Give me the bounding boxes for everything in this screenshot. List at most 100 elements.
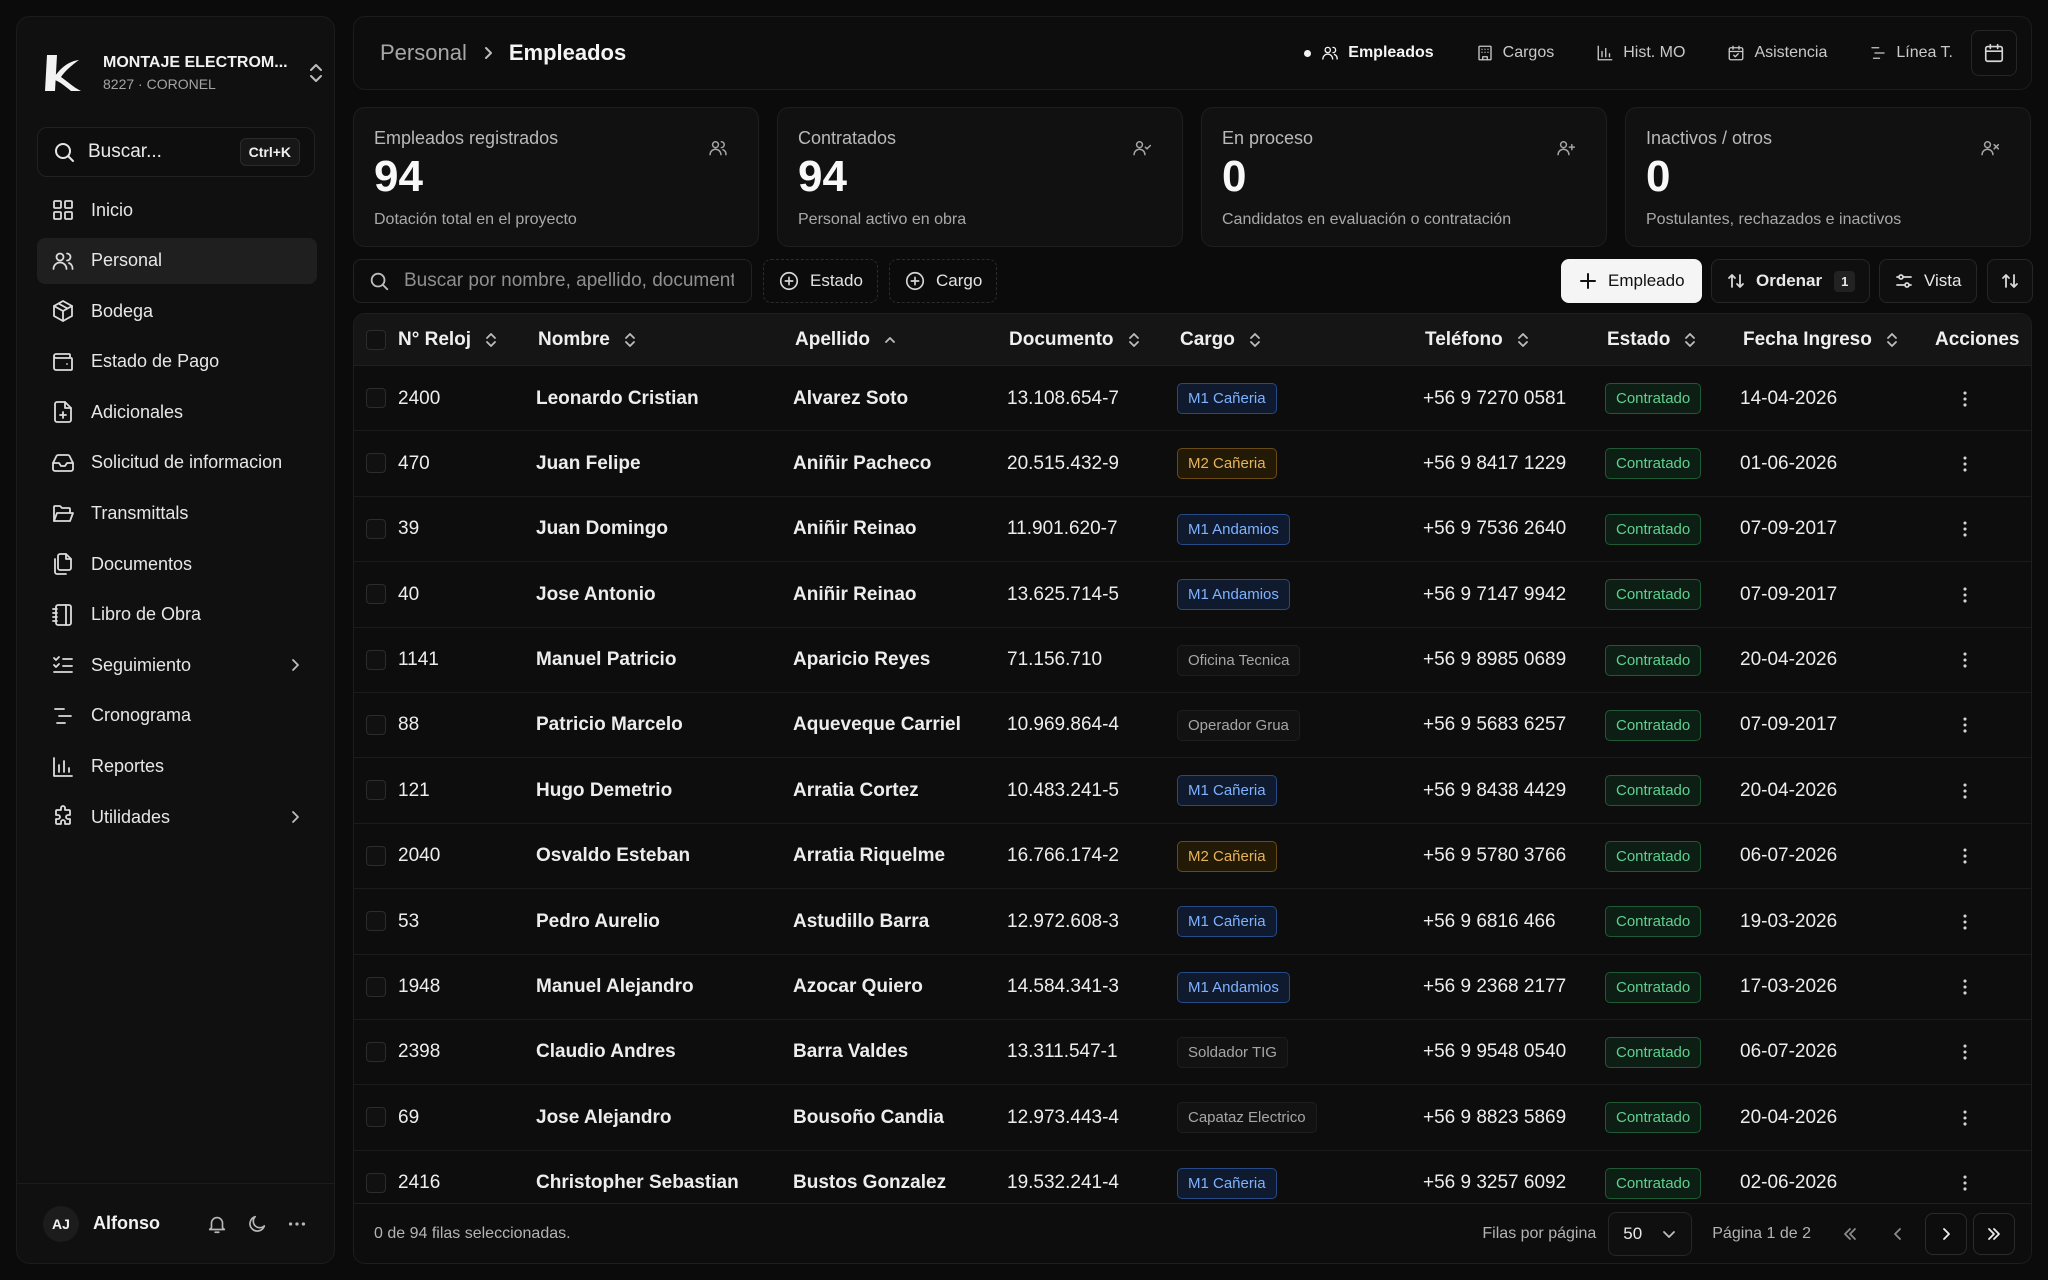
avatar[interactable]: AJ: [43, 1205, 79, 1242]
table-row[interactable]: 53 Pedro Aurelio Astudillo Barra 12.972.608…: [354, 889, 2031, 955]
cell-nombre: Jose Alejandro: [536, 1106, 672, 1128]
column-header-cargo[interactable]: Cargo: [1180, 314, 1263, 366]
breadcrumb-parent[interactable]: Personal: [380, 40, 467, 65]
sidebar-item-solicitud-de-informacion[interactable]: Solicitud de informacion: [37, 440, 317, 486]
shortcut-badge: Ctrl+K: [239, 138, 300, 166]
more-vertical-icon[interactable]: [1954, 584, 1976, 606]
more-vertical-icon[interactable]: [1954, 1107, 1976, 1129]
view-label: Vista: [1924, 271, 1962, 290]
more-vertical-icon[interactable]: [1954, 649, 1976, 671]
row-checkbox[interactable]: [366, 1041, 386, 1062]
employee-search-input[interactable]: [404, 270, 734, 292]
sidebar-item-transmittals[interactable]: Transmittals: [37, 491, 317, 537]
row-checkbox[interactable]: [366, 976, 386, 997]
next-page-button[interactable]: [1925, 1213, 1967, 1255]
status-badge: Contratado: [1605, 840, 1702, 872]
first-page-button[interactable]: [1829, 1213, 1871, 1255]
cell-nombre: Osvaldo Esteban: [536, 845, 691, 867]
add-employee-button[interactable]: Empleado: [1561, 259, 1702, 303]
sidebar-search[interactable]: Buscar... Ctrl+K: [37, 127, 315, 177]
row-checkbox[interactable]: [366, 649, 386, 670]
filter-estado-button[interactable]: Estado: [763, 259, 878, 303]
more-horizontal-icon[interactable]: [286, 1213, 308, 1235]
sidebar-item-documentos[interactable]: Documentos: [37, 541, 317, 587]
tab-l-nea-t[interactable]: Línea T.: [1869, 44, 1953, 62]
user-name[interactable]: Alfonso: [93, 1213, 160, 1233]
sidebar-item-bodega[interactable]: Bodega: [37, 288, 317, 334]
tab-empleados[interactable]: Empleados: [1304, 44, 1434, 62]
cell-nombre: Leonardo Cristian: [536, 387, 699, 409]
more-vertical-icon[interactable]: [1954, 453, 1976, 475]
org-switcher[interactable]: MONTAJE ELECTROM... 8227 · CORONEL: [37, 37, 327, 109]
row-checkbox[interactable]: [366, 388, 386, 408]
more-vertical-icon[interactable]: [1954, 911, 1976, 933]
row-checkbox[interactable]: [366, 518, 386, 539]
sort-icon: [1515, 331, 1531, 349]
moon-icon[interactable]: [246, 1213, 268, 1235]
column-header-estado[interactable]: Estado: [1607, 314, 1698, 366]
row-checkbox[interactable]: [366, 1107, 386, 1128]
more-vertical-icon[interactable]: [1954, 714, 1976, 736]
table-row[interactable]: 69 Jose Alejandro Bousoño Candia 12.973.443…: [354, 1085, 2031, 1151]
filter-estado-label: Estado: [810, 271, 863, 290]
bell-icon[interactable]: [206, 1213, 228, 1235]
table-row[interactable]: 1141 Manuel Patricio Aparicio Reyes 71.156.…: [354, 628, 2031, 693]
row-checkbox[interactable]: [366, 780, 386, 801]
sidebar-item-estado-de-pago[interactable]: Estado de Pago: [37, 339, 317, 385]
more-vertical-icon[interactable]: [1954, 1041, 1976, 1063]
tab-asistencia[interactable]: Asistencia: [1727, 44, 1827, 62]
more-vertical-icon[interactable]: [1954, 976, 1976, 998]
rows-per-page-select[interactable]: 50: [1608, 1212, 1693, 1256]
table-row[interactable]: 2040 Osvaldo Esteban Arratia Riquelme 16.76…: [354, 824, 2031, 890]
sidebar-item-label: Inicio: [91, 199, 134, 220]
more-vertical-icon[interactable]: [1954, 388, 1976, 410]
sidebar-item-utilidades[interactable]: Utilidades: [37, 794, 317, 840]
sort-icon: [1884, 331, 1900, 349]
sort-button[interactable]: Ordenar 1: [1711, 259, 1871, 303]
last-page-button[interactable]: [1973, 1213, 2015, 1255]
filter-cargo-button[interactable]: Cargo: [889, 259, 998, 303]
table-row[interactable]: 2398 Claudio Andres Barra Valdes 13.311.547…: [354, 1020, 2031, 1086]
row-checkbox[interactable]: [366, 714, 386, 735]
column-header-documento[interactable]: Documento: [1009, 314, 1142, 366]
column-header-fecha[interactable]: Fecha Ingreso: [1743, 314, 1900, 366]
row-checkbox[interactable]: [366, 1172, 386, 1193]
sidebar-item-label: Bodega: [91, 300, 154, 321]
more-vertical-icon[interactable]: [1954, 845, 1976, 867]
table-row[interactable]: 40 Jose Antonio Aniñir Reinao 13.625.714-5 M…: [354, 562, 2031, 628]
sidebar-item-seguimiento[interactable]: Seguimiento: [37, 642, 317, 688]
column-header-reloj[interactable]: N° Reloj: [398, 314, 499, 366]
more-vertical-icon[interactable]: [1954, 518, 1976, 540]
table-row[interactable]: 121 Hugo Demetrio Arratia Cortez 10.483.241…: [354, 758, 2031, 824]
row-checkbox[interactable]: [366, 845, 386, 866]
row-checkbox[interactable]: [366, 911, 386, 932]
table-row[interactable]: 470 Juan Felipe Aniñir Pacheco 20.515.432-9…: [354, 431, 2031, 497]
sort-toggle-button[interactable]: [1987, 259, 2033, 303]
more-vertical-icon[interactable]: [1954, 780, 1976, 802]
row-checkbox[interactable]: [366, 453, 386, 474]
cell-apellido: Barra Valdes: [793, 1041, 909, 1063]
column-header-apellido[interactable]: Apellido: [795, 314, 898, 366]
row-checkbox[interactable]: [366, 584, 386, 605]
employee-search[interactable]: [353, 259, 752, 303]
table-row[interactable]: 1948 Manuel Alejandro Azocar Quiero 14.584.…: [354, 955, 2031, 1020]
tab-hist-mo[interactable]: Hist. MO: [1596, 44, 1685, 62]
prev-page-button[interactable]: [1877, 1213, 1919, 1255]
sidebar-item-libro-de-obra[interactable]: Libro de Obra: [37, 592, 317, 638]
sidebar-item-personal[interactable]: Personal: [37, 237, 317, 284]
table-row[interactable]: 88 Patricio Marcelo Aqueveque Carriel 10.96…: [354, 693, 2031, 759]
sidebar-item-reportes[interactable]: Reportes: [37, 744, 317, 790]
column-header-nombre[interactable]: Nombre: [538, 314, 638, 366]
calendar-button[interactable]: [1971, 30, 2017, 76]
more-vertical-icon[interactable]: [1954, 1172, 1976, 1194]
table-row[interactable]: 39 Juan Domingo Aniñir Reinao 11.901.620-7 M…: [354, 497, 2031, 563]
table-row[interactable]: 2400 Leonardo Cristian Alvarez Soto 13.108.…: [354, 366, 2031, 432]
org-sub: 8227 · CORONEL: [103, 75, 216, 92]
column-header-telefono[interactable]: Teléfono: [1425, 314, 1531, 366]
sidebar-item-cronograma[interactable]: Cronograma: [37, 693, 317, 739]
sidebar-item-inicio[interactable]: Inicio: [37, 187, 317, 233]
tab-cargos[interactable]: Cargos: [1476, 44, 1554, 62]
view-button[interactable]: Vista: [1879, 259, 1977, 303]
sidebar-item-adicionales[interactable]: Adicionales: [37, 389, 317, 435]
select-all-checkbox[interactable]: [366, 330, 386, 350]
